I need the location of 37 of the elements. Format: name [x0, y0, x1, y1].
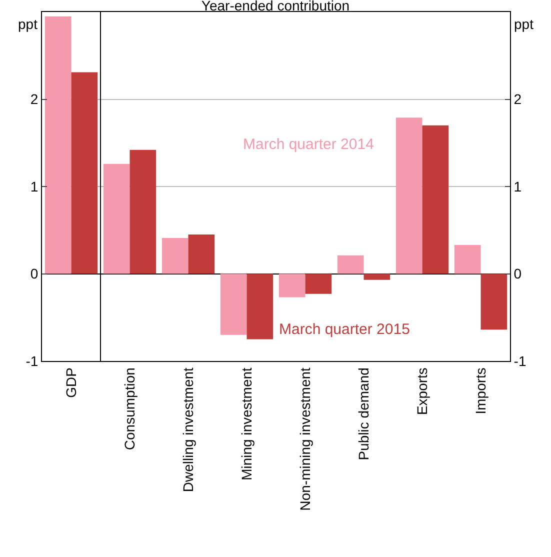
series-label: March quarter 2015 [279, 321, 410, 338]
y-tick-label: 0 [30, 266, 38, 282]
x-tick-label: Dwelling investment [180, 367, 196, 492]
bar [337, 255, 364, 274]
x-tick-label: Consumption [121, 368, 138, 450]
y2-tick-label: 2 [514, 91, 522, 108]
bar [396, 118, 422, 274]
bar [278, 274, 306, 298]
y-tick-label: 2 [30, 91, 38, 108]
chart-title: Year-ended contribution [201, 0, 350, 14]
series-label: March quarter 2014 [243, 136, 374, 153]
y2-tick-label: 0 [514, 266, 522, 282]
x-tick-label: Public demand [355, 368, 372, 460]
y2-tick-label: 1 [514, 178, 522, 194]
y-tick-label: 1 [30, 178, 38, 194]
bar [454, 244, 481, 274]
x-tick-label: Non-mining investment [296, 367, 313, 511]
x-tick-label: Mining investment [238, 367, 254, 480]
x-tick-label: GDP [62, 368, 79, 398]
x-tick-label: Exports [414, 368, 430, 416]
bar [220, 274, 247, 335]
x-tick-label: Imports [472, 368, 488, 414]
bar [188, 234, 215, 274]
y2-axis-title: ppt [514, 16, 534, 32]
bar [103, 164, 130, 274]
y-axis-title: ppt [18, 16, 38, 32]
bar [422, 125, 449, 274]
bar [305, 274, 332, 294]
bar [44, 16, 72, 274]
y-tick-label: -1 [26, 352, 38, 369]
y2-tick-label: -1 [514, 352, 526, 369]
bar [130, 150, 156, 274]
bar [480, 274, 508, 330]
bar [246, 274, 274, 340]
bar [162, 238, 188, 274]
bar [71, 72, 98, 274]
bar [364, 274, 390, 280]
